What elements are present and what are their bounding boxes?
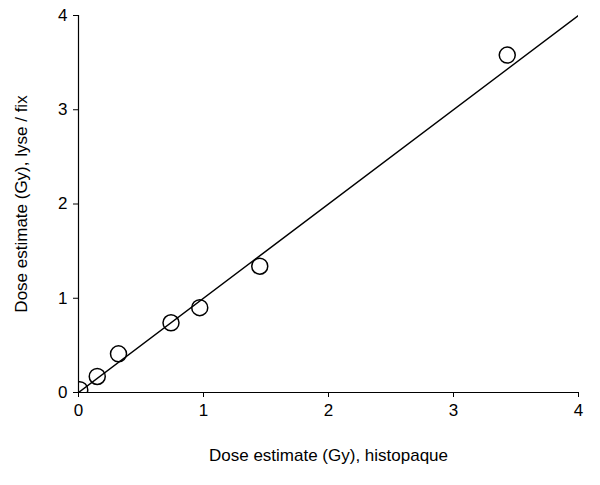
svg-text:1: 1 [58,289,67,308]
svg-text:2: 2 [324,401,333,420]
svg-text:0: 0 [58,383,67,402]
svg-text:3: 3 [449,401,458,420]
svg-text:1: 1 [199,401,208,420]
svg-text:4: 4 [58,6,67,25]
svg-text:Dose estimate (Gy), histopaque: Dose estimate (Gy), histopaque [209,446,448,465]
svg-text:4: 4 [574,401,583,420]
svg-text:0: 0 [74,401,83,420]
svg-text:3: 3 [58,100,67,119]
svg-text:Dose estimate (Gy), lyse / fix: Dose estimate (Gy), lyse / fix [12,95,31,313]
svg-text:2: 2 [58,194,67,213]
